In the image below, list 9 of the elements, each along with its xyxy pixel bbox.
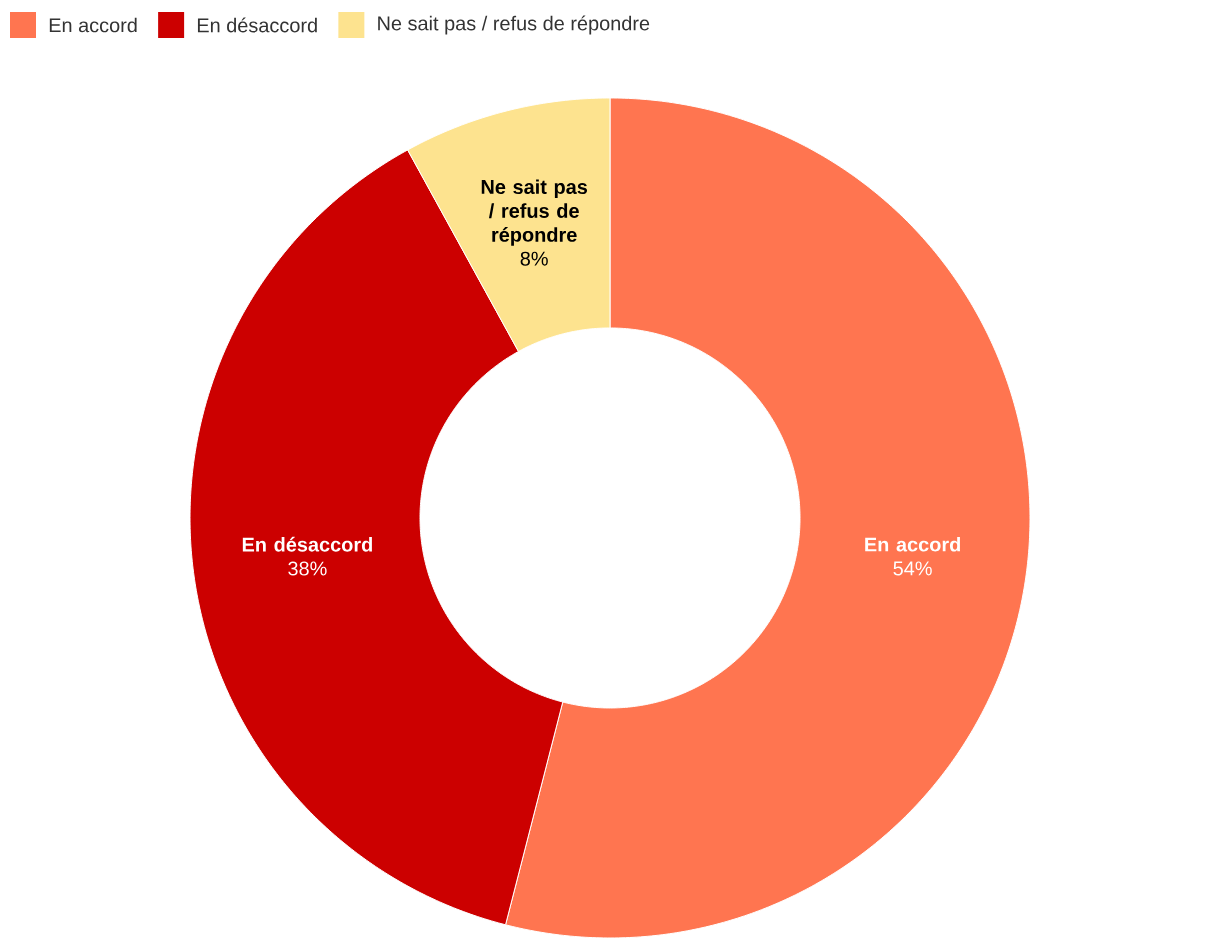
slice-label: En désaccord [242, 536, 372, 552]
data-label: 38% [288, 561, 327, 576]
slice-label: Ne sait pas / refus de répondre [481, 179, 588, 246]
legend-label: En accord [49, 17, 137, 33]
legend-label: En désaccord [197, 17, 317, 33]
data-label: 8% [520, 251, 548, 266]
slice-label: En accord [865, 536, 960, 552]
legend-label: Ne sait pas / refus de répondre [378, 15, 650, 35]
data-label: 54% [893, 561, 932, 576]
